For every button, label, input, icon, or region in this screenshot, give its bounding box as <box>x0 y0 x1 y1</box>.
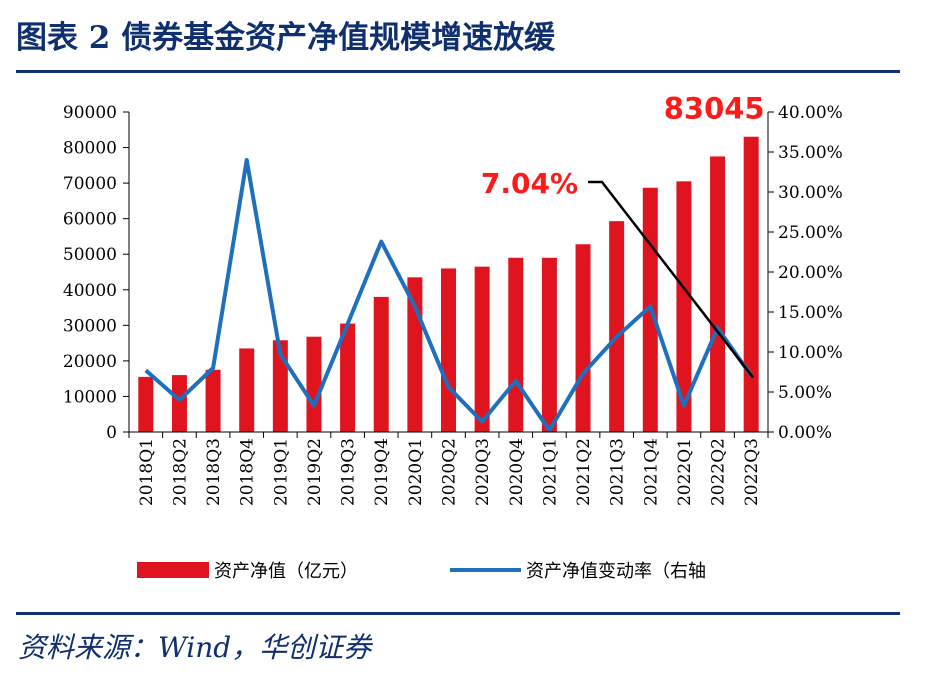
right-tick-label: 25.00% <box>778 223 843 243</box>
bar <box>474 266 490 432</box>
x-tick-label: 2018Q1 <box>137 438 157 506</box>
left-tick-label: 0 <box>106 423 117 443</box>
bar <box>541 257 557 432</box>
x-tick-label: 2021Q3 <box>608 438 628 506</box>
bar <box>508 257 524 432</box>
right-axis: 0.00% 5.00% 10.00% 15.00% 20.00% 25.00% 30.00%… <box>767 103 843 443</box>
left-tick-label: 40000 <box>63 281 117 301</box>
left-tick-label: 10000 <box>63 387 117 407</box>
left-tick-label: 60000 <box>63 210 117 230</box>
right-tick-label: 5.00% <box>778 383 832 403</box>
x-tick-label: 2019Q3 <box>339 438 359 506</box>
left-tick-label: 70000 <box>63 174 117 194</box>
x-tick-label: 2018Q3 <box>204 438 224 506</box>
left-tick-label: 90000 <box>63 103 117 123</box>
x-tick-label: 2018Q2 <box>170 438 190 506</box>
x-tick-label: 2021Q2 <box>574 438 594 506</box>
x-tick-label: 2019Q4 <box>372 438 392 506</box>
bar <box>340 323 356 432</box>
x-tick-label: 2020Q3 <box>473 438 493 506</box>
annotation-leader-line <box>588 180 755 379</box>
x-tick-label: 2018Q4 <box>238 438 258 506</box>
bar <box>676 181 692 432</box>
footer-divider <box>16 612 900 615</box>
right-tick-label: 30.00% <box>778 183 843 203</box>
bar <box>609 221 625 432</box>
x-tick-label: 2020Q4 <box>507 438 527 506</box>
x-tick-label: 2021Q4 <box>641 438 661 506</box>
annotations: 83045 7.04% <box>481 92 765 379</box>
left-tick-label: 20000 <box>63 352 117 372</box>
last-rate-label: 7.04% <box>481 167 578 200</box>
left-tick-label: 30000 <box>63 316 117 336</box>
legend-bar-label: 资产净值（亿元） <box>214 561 358 582</box>
bar <box>710 156 726 432</box>
source-note: 资料来源：Wind，华创证券 <box>18 631 372 664</box>
right-tick-label: 35.00% <box>778 143 843 163</box>
x-tick-label: 2020Q2 <box>440 438 460 506</box>
legend-bar-swatch <box>137 562 209 578</box>
right-tick-label: 20.00% <box>778 263 843 283</box>
bar <box>575 244 591 432</box>
right-tick-label: 15.00% <box>778 303 843 323</box>
x-tick-label: 2019Q1 <box>271 438 291 506</box>
x-axis: 2018Q1 2018Q2 2018Q3 2018Q4 2019Q1 2019Q2 2019… <box>128 431 769 506</box>
left-tick-label: 50000 <box>63 245 117 265</box>
bar <box>239 348 255 432</box>
bar <box>205 369 221 432</box>
x-tick-label: 2022Q3 <box>742 438 762 506</box>
bar <box>306 336 322 432</box>
bar <box>441 268 456 432</box>
legend-line-label: 资产净值变动率（右轴 <box>526 561 706 582</box>
x-tick-label: 2022Q2 <box>709 438 729 506</box>
bar <box>138 376 154 432</box>
legend: 资产净值（亿元） 资产净值变动率（右轴 <box>137 561 706 582</box>
last-value-label: 83045 <box>664 92 765 126</box>
bar <box>171 375 187 432</box>
left-axis: 0 10000 20000 30000 40000 50000 60000 70000 8000… <box>63 103 130 443</box>
x-tick-label: 2021Q1 <box>540 438 560 506</box>
bar <box>373 296 389 432</box>
title-divider <box>16 70 900 73</box>
left-tick-label: 80000 <box>63 139 117 159</box>
bar <box>743 136 759 432</box>
x-tick-label: 2020Q1 <box>406 438 426 506</box>
right-tick-label: 40.00% <box>778 103 843 123</box>
right-tick-label: 10.00% <box>778 343 843 363</box>
page-title: 图表 2 债券基金资产净值规模增速放缓 <box>16 20 556 56</box>
x-tick-label: 2022Q1 <box>675 438 695 506</box>
x-tick-label: 2019Q2 <box>305 438 325 506</box>
right-tick-label: 0.00% <box>778 423 832 443</box>
